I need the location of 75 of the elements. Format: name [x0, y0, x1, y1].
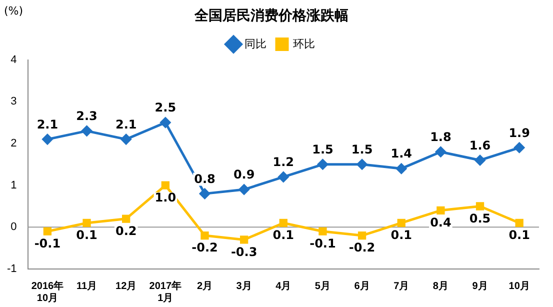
data-label: 2.3: [76, 109, 98, 124]
data-label: 1.4: [390, 146, 412, 161]
point: [122, 214, 130, 223]
legend-label: 环比: [293, 37, 315, 50]
data-label: -0.2: [192, 240, 218, 255]
x-tick-label: 2月: [196, 280, 213, 292]
data-label: 1.6: [469, 138, 491, 152]
point: [240, 236, 248, 244]
data-label: 0.8: [194, 172, 216, 186]
x-tick-label: 7月: [394, 280, 410, 292]
point: [279, 218, 288, 228]
x-tick-label: 11月: [76, 280, 98, 292]
point: [356, 159, 368, 170]
point: [120, 134, 132, 145]
x-tick-label: 8月: [432, 280, 448, 292]
point: [358, 231, 366, 240]
data-label: 1.5: [312, 142, 334, 157]
y-tick-label: 4: [10, 54, 17, 66]
point: [318, 227, 327, 236]
point: [200, 231, 209, 240]
y-tick-label: 2: [10, 138, 17, 150]
data-label: 2.1: [115, 117, 137, 132]
data-label: 1.0: [154, 190, 176, 204]
point: [476, 202, 484, 210]
x-tick-label: 5月: [314, 280, 330, 292]
data-label: 2.1: [36, 117, 58, 132]
data-label: 0.4: [430, 216, 452, 230]
point: [278, 172, 289, 182]
y-tick-label: 0: [10, 221, 17, 234]
point: [435, 146, 446, 158]
data-label: 2.5: [154, 100, 176, 115]
point: [82, 218, 91, 228]
data-label: 1.9: [508, 126, 530, 140]
legend-label: 同比: [244, 37, 266, 50]
data-label: 0.1: [508, 228, 530, 242]
point: [82, 126, 92, 136]
y-tick-label: 3: [10, 96, 17, 108]
x-tick-label: 2017年 1月: [149, 280, 182, 304]
point: [160, 117, 171, 128]
data-label: 1.8: [430, 130, 452, 144]
data-label: 1.2: [272, 155, 294, 170]
x-tick-label: 6月: [354, 280, 370, 292]
data-label: 0.1: [390, 228, 412, 242]
data-label: -0.1: [34, 236, 61, 250]
data-label: 0.9: [233, 168, 255, 182]
chart-title: 全国居民消费价格涨跌幅: [194, 8, 348, 24]
x-tick-label: 10月: [508, 280, 530, 292]
point: [238, 184, 250, 195]
x-tick-label: 9月: [472, 280, 488, 292]
point: [436, 206, 445, 215]
data-label: 1.5: [351, 142, 373, 157]
data-label: -0.1: [310, 236, 336, 250]
point: [161, 181, 170, 190]
point: [396, 163, 407, 174]
data-label: -0.2: [348, 240, 376, 255]
x-tick-label: 2016年 10月: [31, 280, 64, 304]
point: [317, 159, 328, 170]
point: [514, 142, 525, 153]
data-label: 0.2: [115, 224, 137, 238]
point: [515, 218, 524, 228]
data-label: 0.1: [272, 228, 294, 242]
data-label: 0.1: [76, 228, 98, 242]
x-tick-label: 3月: [236, 280, 252, 292]
x-tick-label: 4月: [276, 280, 292, 292]
point: [199, 188, 210, 199]
x-tick-label: 12月: [116, 280, 137, 292]
data-label: -0.3: [230, 244, 258, 259]
point: [474, 154, 486, 166]
data-label: 0.5: [469, 211, 491, 226]
point: [42, 134, 53, 145]
y-axis-title: (%): [4, 4, 24, 18]
point: [397, 218, 406, 228]
y-tick-label: -1: [7, 263, 17, 276]
point: [43, 227, 52, 236]
y-tick-label: 1: [10, 179, 17, 192]
